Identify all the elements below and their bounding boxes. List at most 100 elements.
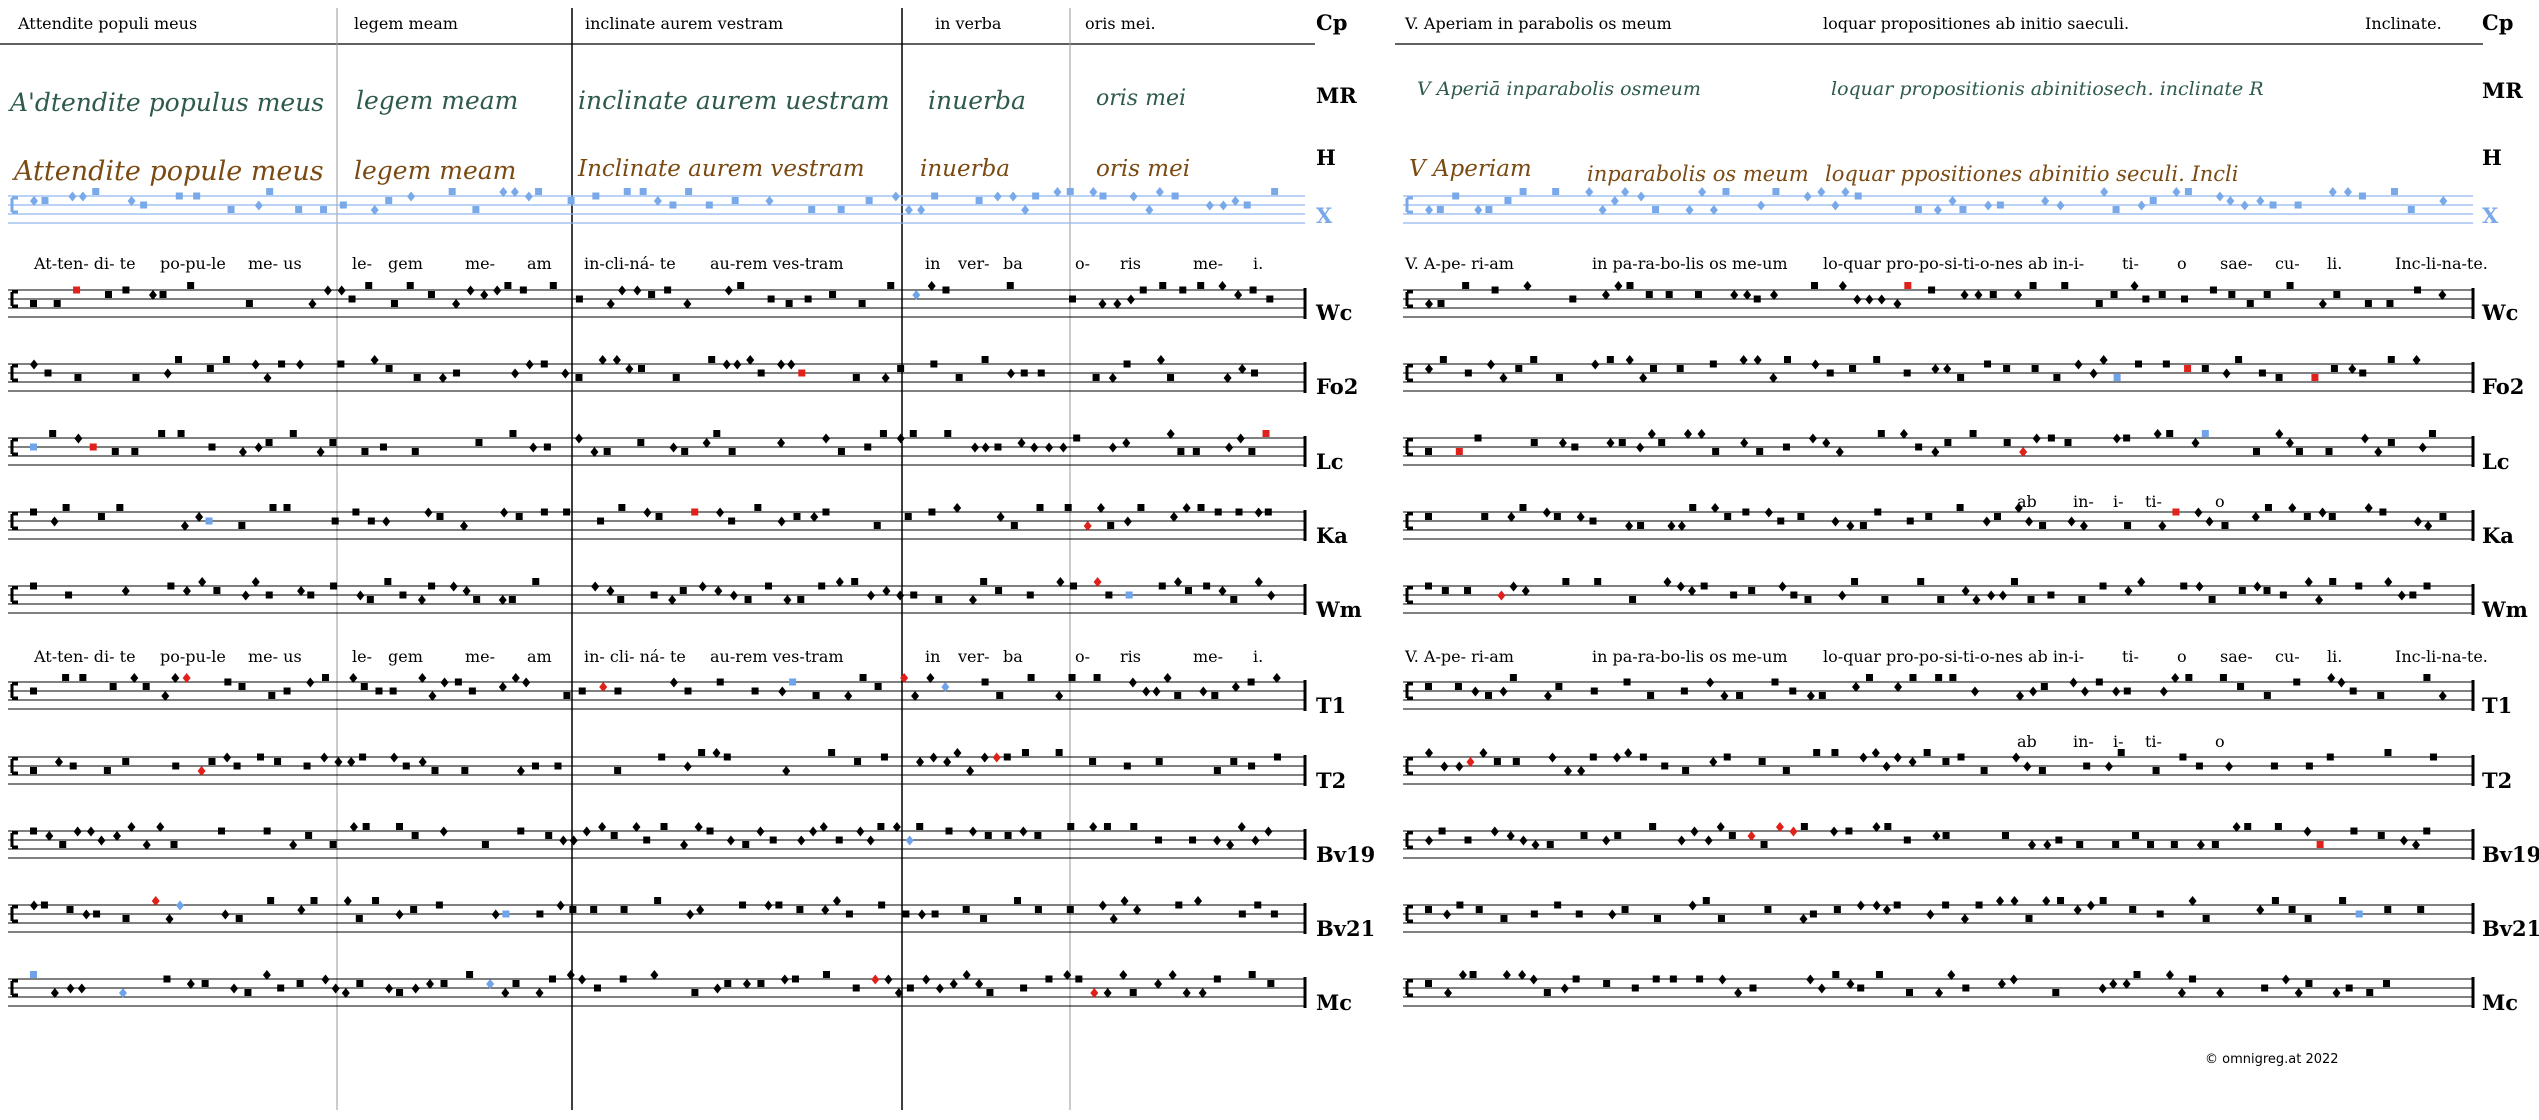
neume-square [928, 508, 936, 516]
neume-diamond [2042, 896, 2051, 906]
neume-diamond [809, 826, 818, 837]
neume-square [2263, 692, 2271, 699]
neume-diamond [578, 974, 587, 985]
neume-square [650, 591, 658, 599]
neume-square [2061, 282, 2069, 289]
neume-diamond [1647, 429, 1656, 439]
syllable: in-cli-ná- te [584, 254, 676, 273]
neume-diamond [726, 835, 735, 846]
syllable: me- [465, 254, 496, 273]
neume-diamond [1591, 359, 1600, 370]
neume-square [1906, 517, 1914, 525]
right-panel: V. Aperiam in parabolis os meum loquar p… [1395, 0, 2539, 1120]
neume-diamond [428, 691, 437, 701]
neume-square [658, 753, 666, 761]
neume-square [1262, 430, 1270, 437]
neume-square [2211, 841, 2219, 848]
neume-square [375, 687, 383, 695]
neume-square [1475, 906, 1483, 913]
neume-square [1129, 989, 1137, 996]
neume-diamond [894, 988, 903, 998]
source-label-fo2: Fo2 [2482, 374, 2525, 399]
source-label-bv21: Bv21 [2482, 916, 2539, 941]
neume-square [307, 591, 315, 599]
neume-diamond [2412, 355, 2421, 365]
neume-diamond [2337, 677, 2346, 688]
neume-square [30, 827, 37, 835]
neume-diamond [783, 595, 792, 605]
neume-square [2264, 504, 2272, 511]
neume-square [224, 678, 232, 686]
neume-square [454, 678, 462, 686]
neume-square [2429, 753, 2437, 761]
neume-diamond [1226, 840, 1235, 850]
neume-diamond [2124, 586, 2133, 596]
neume-square [2333, 291, 2341, 298]
neume-diamond [1639, 373, 1648, 383]
neume-square [2366, 989, 2374, 996]
neume-diamond [1972, 595, 1981, 605]
ms-brown-text: oris mei [1096, 156, 1191, 182]
neume-square [1571, 443, 1579, 451]
neume-diamond [2130, 281, 2139, 291]
neume-diamond [1899, 429, 1908, 439]
neume-square [2180, 582, 2188, 590]
neume-diamond [1606, 438, 1615, 448]
neume-diamond [1182, 988, 1191, 998]
neume-diamond [625, 364, 634, 374]
neume-square [724, 980, 732, 987]
neume-diamond [1264, 826, 1273, 837]
neume-square [648, 291, 656, 298]
syllable: me- us [248, 254, 302, 273]
syllable: in- cli- ná- te [584, 647, 686, 666]
neume-square [362, 823, 370, 830]
neume-diamond [968, 595, 977, 605]
neume-diamond [2256, 905, 2265, 915]
neume-diamond [612, 355, 621, 365]
neume-diamond [1621, 187, 1630, 197]
neume-square [1789, 687, 1797, 695]
neume-diamond [694, 822, 703, 832]
ms-brown-text: Attendite popule meus [14, 156, 324, 187]
neume-square [742, 841, 750, 848]
neume-diamond [598, 355, 607, 365]
neume-square [984, 832, 992, 839]
neume-square [2113, 374, 2121, 381]
neume-square [218, 827, 226, 835]
neume-square [2235, 356, 2243, 363]
neume-square [2330, 365, 2338, 372]
neume-square [111, 448, 119, 455]
neume-diamond [2360, 433, 2369, 444]
neume-diamond [1558, 438, 1567, 448]
neume-diamond [856, 826, 865, 837]
neume-diamond [2019, 447, 2028, 457]
neume-diamond [165, 914, 174, 924]
neume-square [942, 286, 950, 294]
neume-square [1649, 823, 1657, 830]
neume-square [1996, 201, 2004, 209]
neume-square [1873, 356, 1881, 363]
neume-diamond [1156, 355, 1165, 365]
neume-diamond [1685, 205, 1694, 215]
neume-square [1603, 980, 1611, 987]
neume-square [1270, 910, 1278, 918]
neume-diamond [1169, 512, 1178, 522]
source-label-t1: T1 [1316, 693, 1347, 718]
syllable: ver- [958, 647, 990, 666]
neume-square [1881, 596, 1889, 603]
neume-square [2003, 439, 2011, 446]
neume-diamond [1998, 590, 2007, 601]
neume-square [1621, 906, 1629, 913]
neume-diamond [1168, 970, 1177, 980]
neume-square [1623, 678, 1631, 686]
neume-diamond [696, 905, 705, 915]
neume-square [1249, 286, 1257, 294]
neume-square [1917, 578, 1925, 585]
neume-diamond [343, 896, 352, 906]
neume-square [2134, 360, 2142, 368]
neume-diamond [522, 677, 531, 688]
neume-square [233, 762, 241, 770]
neume-square [2349, 687, 2357, 695]
neume-diamond [163, 368, 172, 379]
syllable: me- [1193, 254, 1224, 273]
